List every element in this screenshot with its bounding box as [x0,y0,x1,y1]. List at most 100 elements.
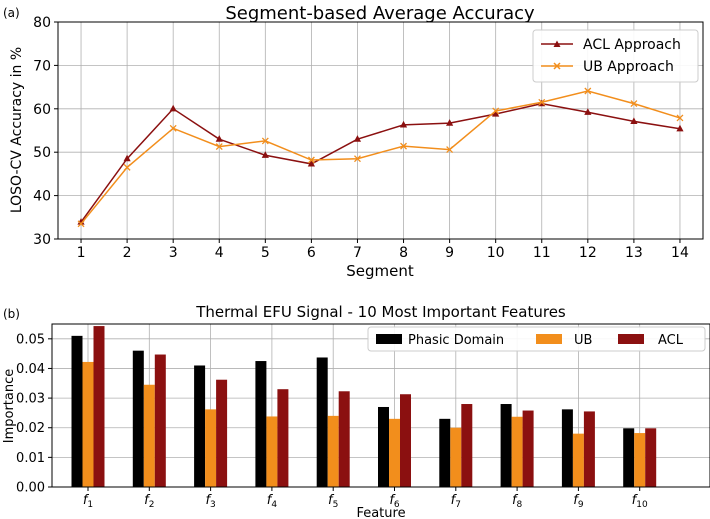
ub-approach-point [77,220,85,228]
acl-approach-point [261,151,269,158]
line-x-tick-label: 7 [353,245,362,261]
feature-subscript: 6 [394,500,400,510]
acl-bar-f5 [338,391,350,487]
line-y-tick-label: 40 [33,189,51,205]
acl-approach-point [676,124,684,132]
line-x-tick-label: 9 [445,245,454,261]
acl-bar-f4 [277,389,289,487]
line-chart-title: Segment-based Average Accuracy [225,3,535,24]
line-chart-series [77,87,684,228]
feature-subscript: 3 [210,500,216,510]
legend-ub-x-marker [553,62,561,70]
feature-symbol: f [144,493,151,508]
acl-bar-f9 [583,411,595,487]
acl-bar-f6 [400,394,411,487]
acl-approach-point [215,135,223,142]
acl-approach-point [630,117,638,124]
bar-chart-axes-frame [51,323,710,488]
bar-chart-panel-b: (b) Thermal EFU Signal - 10 Most Importa… [2,303,710,519]
ub-approach-point [261,137,269,145]
line-x-tick-label: 10 [487,245,505,261]
ub-bar-f1 [82,361,94,487]
ub-approach-point [492,107,500,115]
acl-approach-point [446,119,454,126]
line-y-tick-label: 70 [33,58,51,74]
feature-subscript: 5 [333,500,339,510]
line-chart-panel-a: (a) Segment-based Average Accuracy Segme… [3,3,704,280]
ub-bar-f4 [266,416,278,487]
line-x-tick-label: 14 [671,245,689,261]
panel-b-label: (b) [3,307,20,321]
acl-bar-f8 [522,410,534,487]
phasic-domain-bar-f3 [194,365,206,487]
feature-symbol: f [389,493,396,508]
line-chart-y-ticks: 30 40 50 60 70 80 [33,15,58,248]
phasic-domain-bar-f10 [623,428,635,487]
bar-x-tick-label-f6: f6 [389,493,400,510]
bar-x-tick-label-f1: f1 [83,493,93,510]
ub-approach-point [307,156,315,164]
line-x-tick-label: 4 [215,245,224,261]
ub-approach-point [630,100,638,108]
legend-acl-swatch [618,334,644,344]
bar-chart-legend: Phasic Domain UB ACL [367,326,706,352]
acl-approach-point [123,154,131,162]
bar-chart-bars [71,326,657,487]
feature-symbol: f [267,493,274,508]
feature-symbol: f [328,493,335,508]
bar-chart-x-ticks: f1 f2 f3 f4 f5 f6 f7 f8 f9 f10 [83,487,648,510]
feature-symbol: f [205,493,212,508]
panel-a-label: (a) [3,6,20,20]
feature-symbol: f [83,493,90,508]
feature-subscript: 7 [455,500,461,510]
phasic-domain-bar-f8 [500,404,512,487]
acl-approach-point [77,218,85,225]
ub-bar-f2 [143,384,155,487]
legend-acl-approach-label: ACL Approach [583,37,681,53]
ub-bar-f10 [634,433,646,487]
ub-approach-point [400,142,407,150]
ub-approach-point [676,114,684,122]
line-x-tick-label: 2 [123,245,132,261]
acl-bar-f3 [216,379,228,487]
bar-chart-ylabel: Importance [2,369,17,444]
ub-bar-f5 [327,415,339,487]
bar-x-tick-label-f3: f3 [205,493,215,510]
ub-bar-f6 [389,418,400,487]
legend-acl-triangle-marker [553,40,561,47]
bar-y-tick-label: 0.03 [16,392,45,407]
acl-approach-point [492,110,500,117]
bar-x-tick-label-f4: f4 [267,493,278,510]
line-x-tick-label: 13 [625,245,643,261]
feature-symbol: f [451,493,458,508]
feature-subscript: 8 [517,500,523,510]
ub-approach-point [584,87,592,95]
legend-acl-label: ACL [658,333,684,348]
bar-x-tick-label-f2: f2 [144,493,154,510]
feature-subscript: 9 [578,500,584,510]
legend-ub-label: UB [574,333,592,348]
line-x-tick-label: 6 [307,245,316,261]
line-chart-legend: ACL Approach UB Approach [532,29,699,83]
bar-chart-title: Thermal EFU Signal - 10 Most Important F… [195,303,566,321]
bar-x-tick-label-f10: f10 [632,493,648,510]
ub-approach-series-line [80,90,681,225]
bar-y-tick-label: 0.01 [16,451,45,466]
line-chart-x-ticks: 1 2 3 4 5 6 7 8 9 10 11 12 13 14 [77,239,689,261]
bar-chart-y-ticks: 0.00 0.01 0.02 0.03 0.04 0.05 [16,332,52,496]
line-legend-box [532,29,699,83]
bar-x-tick-label-f5: f5 [328,493,338,510]
acl-approach-point [399,120,408,128]
line-chart-xlabel: Segment [346,262,414,280]
line-x-tick-label: 12 [579,245,597,261]
line-y-tick-label: 60 [33,102,51,118]
bar-x-tick-label-f8: f8 [512,493,523,510]
line-x-tick-label: 11 [533,245,551,261]
line-y-tick-label: 80 [33,15,51,31]
line-x-tick-label: 5 [261,245,270,261]
bar-chart-xlabel: Feature [356,506,405,519]
acl-approach-point [169,104,177,112]
ub-approach-point [169,124,177,132]
line-y-tick-label: 30 [33,232,51,248]
bar-y-tick-label: 0.02 [16,421,45,436]
